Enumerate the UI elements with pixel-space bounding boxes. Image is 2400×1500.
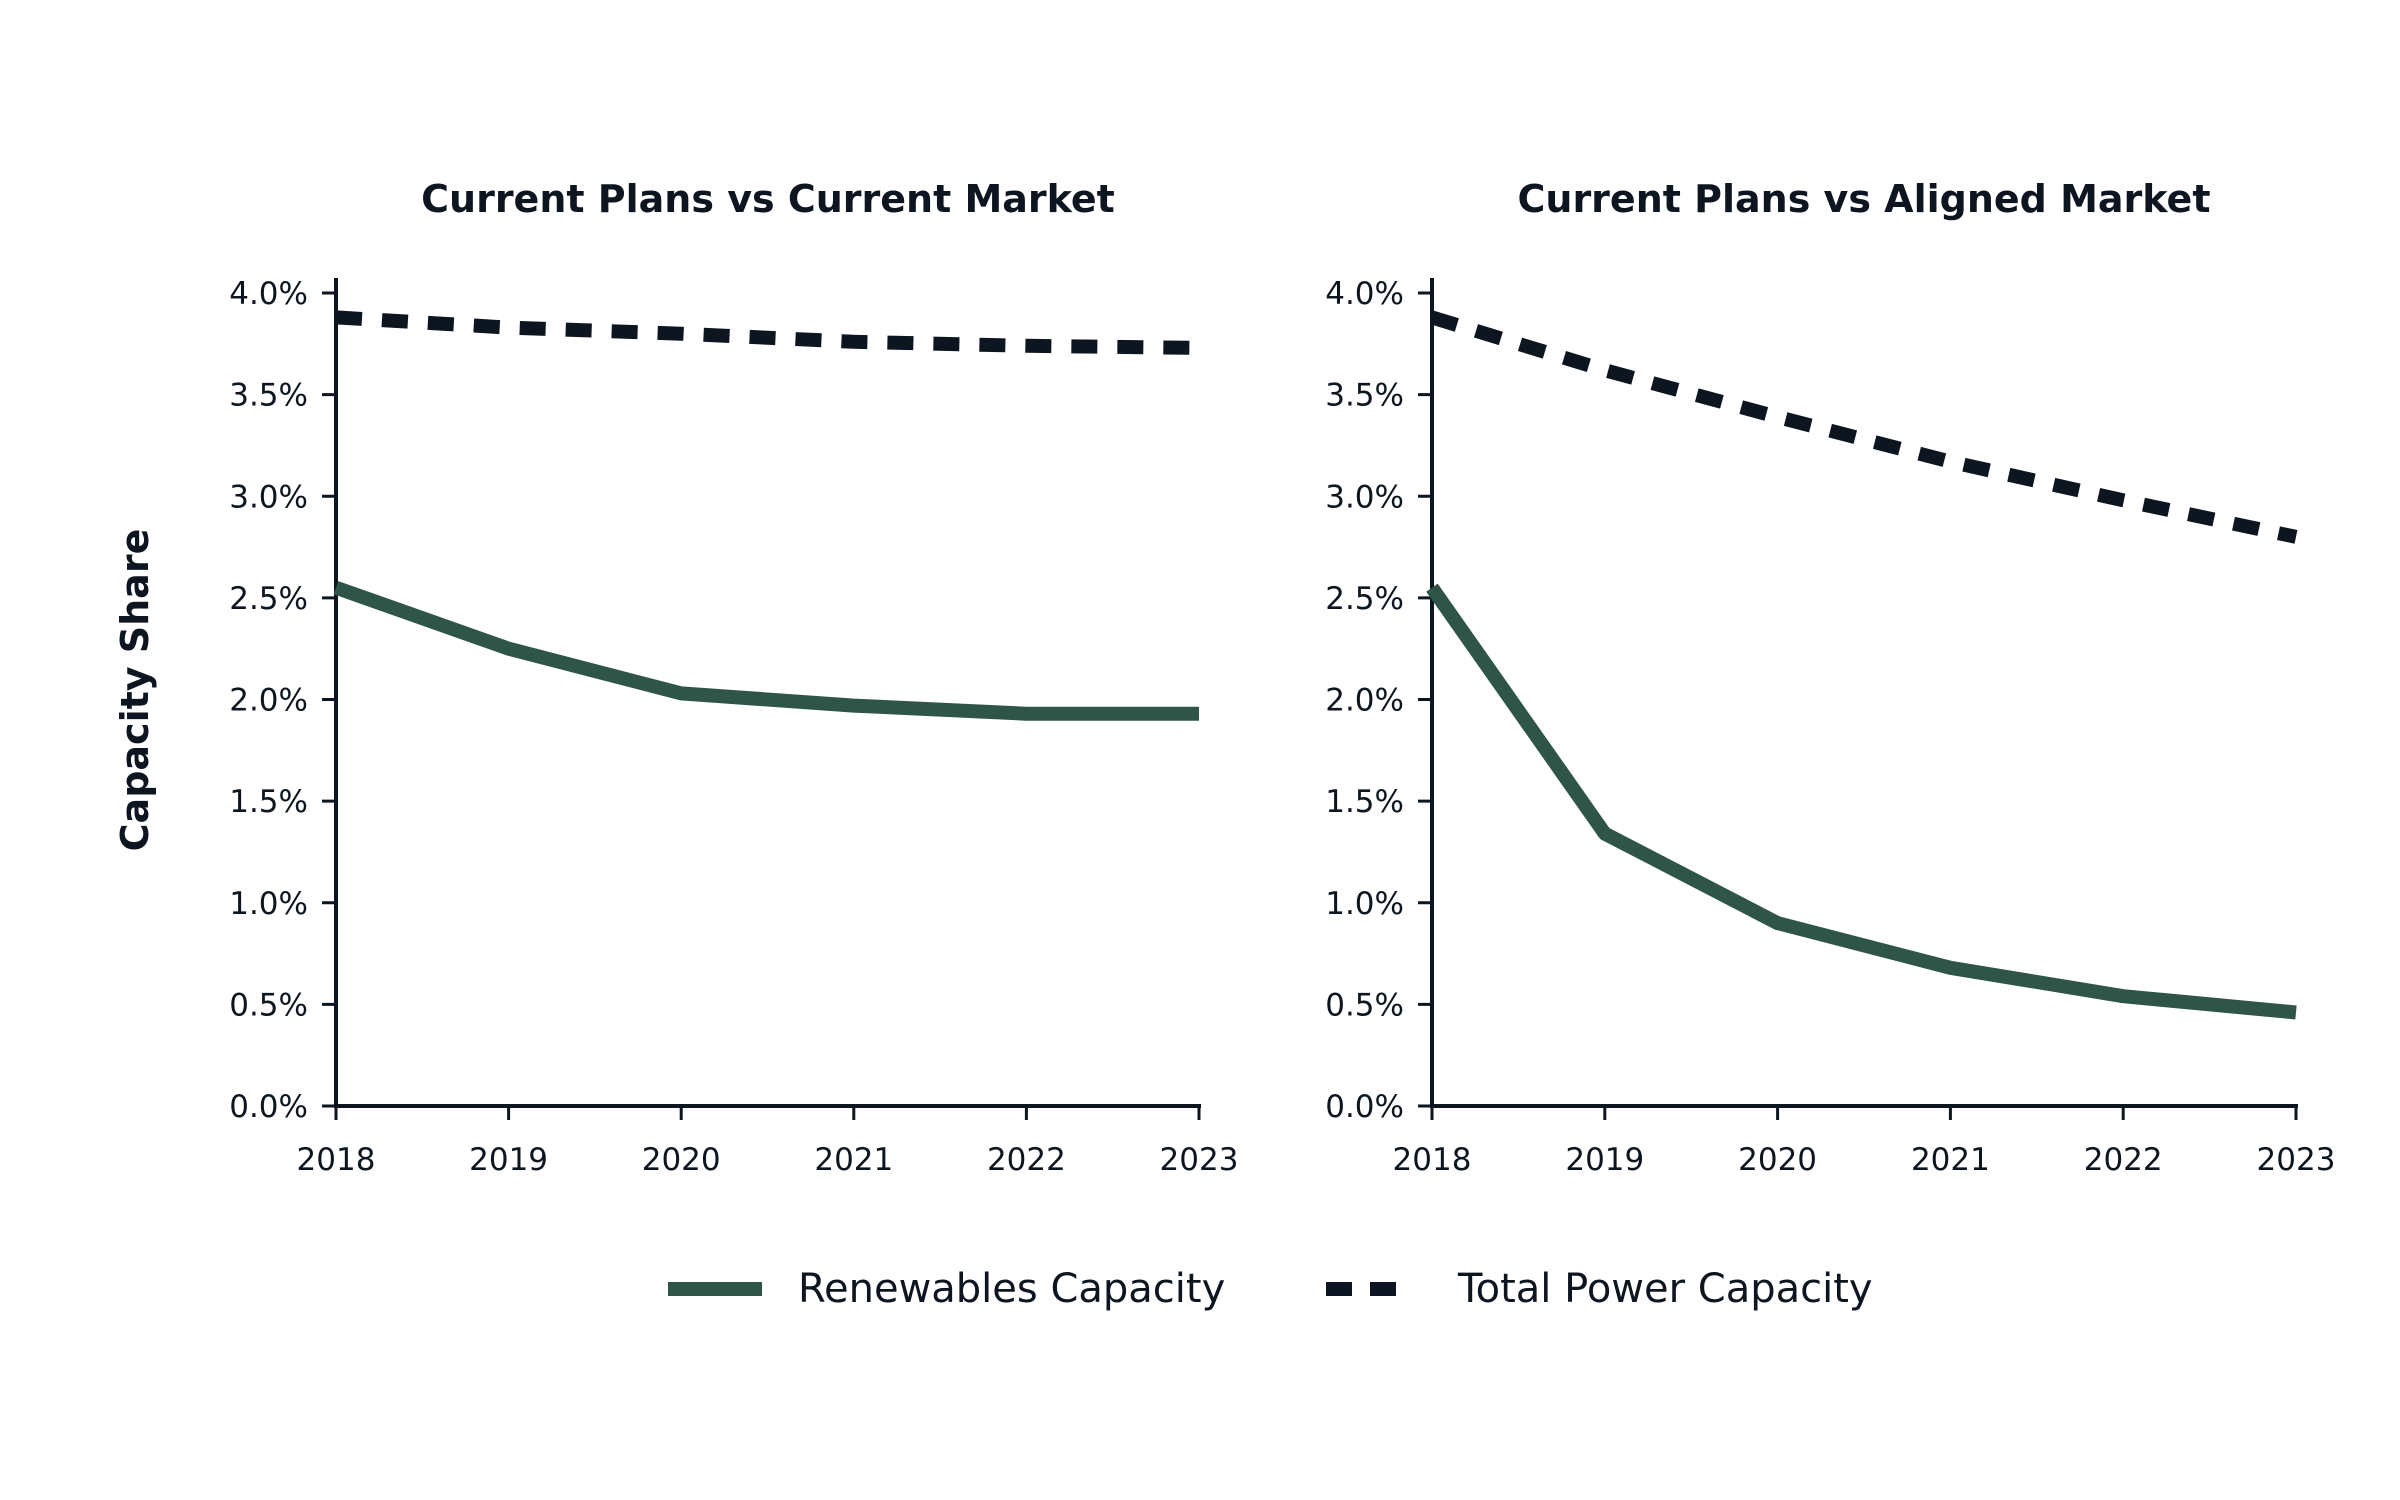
y-tick-label: 3.0% <box>1325 479 1404 515</box>
x-tick-label: 2023 <box>1160 1142 1239 1178</box>
chart-panel-1: Current Plans vs Current Market 0.0% 0.5% 1… <box>229 177 1238 1178</box>
panel-title: Current Plans vs Current Market <box>421 177 1115 221</box>
y-tick-label: 0.5% <box>229 987 308 1023</box>
y-tick-label: 4.0% <box>229 276 308 312</box>
y-tick-label: 1.5% <box>229 784 308 820</box>
y-axis-label: Capacity Share <box>113 529 157 852</box>
y-tick-label: 3.5% <box>1325 378 1404 414</box>
y-tick-label: 3.5% <box>229 378 308 414</box>
y-tick-label: 0.0% <box>1325 1089 1404 1125</box>
y-tick-label: 3.0% <box>229 479 308 515</box>
y-tick-label: 0.5% <box>1325 987 1404 1023</box>
series-line-renewables <box>1426 583 2297 1020</box>
series-line-renewables <box>333 581 1199 721</box>
y-tick-label: 2.5% <box>229 581 308 617</box>
x-tick-label: 2023 <box>2257 1142 2336 1178</box>
y-tick-label: 2.0% <box>229 683 308 719</box>
legend-renewables-label: Renewables Capacity <box>798 1266 1225 1312</box>
x-tick-label: 2020 <box>1738 1142 1817 1178</box>
y-tick-label: 0.0% <box>229 1089 308 1125</box>
x-tick-label: 2021 <box>1911 1142 1990 1178</box>
x-tick-label: 2022 <box>2084 1142 2163 1178</box>
series-line-total-power <box>1429 310 2298 544</box>
y-tick-label: 1.0% <box>229 886 308 922</box>
legend: Renewables Capacity Total Power Capacity <box>668 1266 1873 1312</box>
y-tick-label: 4.0% <box>1325 276 1404 312</box>
y-tick-label: 1.5% <box>1325 784 1404 820</box>
x-tick-label: 2018 <box>297 1142 376 1178</box>
y-tick-label: 2.0% <box>1325 683 1404 719</box>
x-tick-label: 2019 <box>1565 1142 1644 1178</box>
x-tick-label: 2021 <box>814 1142 893 1178</box>
x-tick-label: 2022 <box>987 1142 1066 1178</box>
legend-total-label: Total Power Capacity <box>1457 1266 1873 1312</box>
series-line-total-power <box>335 310 1200 355</box>
chart-panel-2: Current Plans vs Aligned Market 0.0% 0.5% 1… <box>1325 177 2335 1178</box>
panel-title: Current Plans vs Aligned Market <box>1518 177 2211 221</box>
x-tick-label: 2018 <box>1393 1142 1472 1178</box>
x-tick-label: 2020 <box>642 1142 721 1178</box>
y-tick-label: 1.0% <box>1325 886 1404 922</box>
x-tick-label: 2019 <box>469 1142 548 1178</box>
y-tick-label: 2.5% <box>1325 581 1404 617</box>
